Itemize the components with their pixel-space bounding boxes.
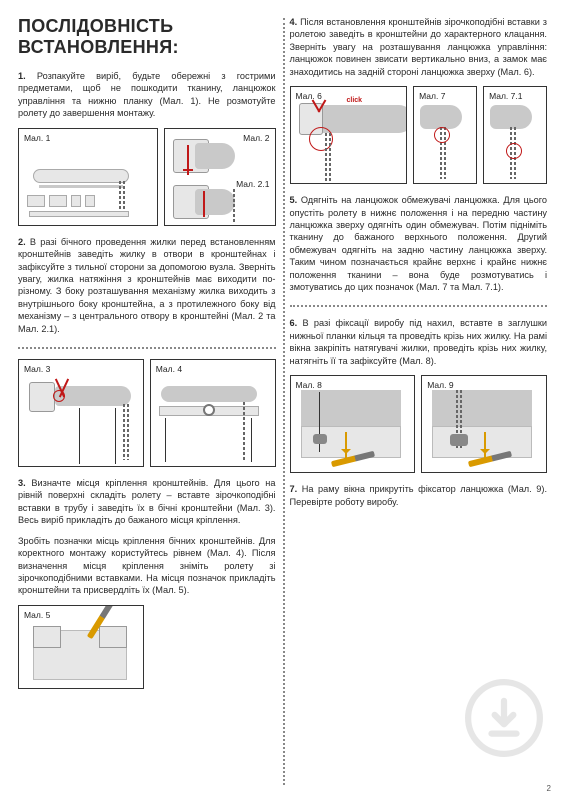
figure-3-label: Мал. 3 bbox=[24, 364, 50, 374]
fig-row-1-2: Мал. 1 Мал. 2 Мал. 2.1 bbox=[18, 128, 276, 226]
figure-5: Мал. 5 bbox=[18, 605, 144, 689]
figure-2-label: Мал. 2 bbox=[243, 133, 269, 143]
step-2-num: 2. bbox=[18, 237, 26, 247]
step-3-num: 3. bbox=[18, 478, 26, 488]
fig-row-8-9: Мал. 8 Мал. 9 bbox=[290, 375, 548, 473]
fig-row-5: Мал. 5 bbox=[18, 605, 276, 689]
figure-71: Мал. 7.1 bbox=[483, 86, 547, 184]
step-7-num: 7. bbox=[290, 484, 298, 494]
step-4-body: Після встановлення кронштейнів зірочкопо… bbox=[290, 17, 548, 77]
step-3a-text: 3. Визначте місця кріплення кронштейнів.… bbox=[18, 477, 276, 527]
page-title: ПОСЛІДОВНІСТЬ ВСТАНОВЛЕННЯ: bbox=[18, 16, 276, 58]
step-2-text: 2. В разі бічного проведення жилки перед… bbox=[18, 236, 276, 335]
fig-row-6-7: Мал. 6 click Мал. 7 bbox=[290, 86, 548, 184]
figure-6-label: Мал. 6 bbox=[296, 91, 322, 101]
step-5-num: 5. bbox=[290, 195, 298, 205]
figure-7: Мал. 7 bbox=[413, 86, 477, 184]
step-7-text: 7. На раму вікна прикрутіть фіксатор лан… bbox=[290, 483, 548, 508]
step-1-text: 1. Розпакуйте виріб, будьте обережні з г… bbox=[18, 70, 276, 120]
figure-9: Мал. 9 bbox=[421, 375, 547, 473]
step-4-text: 4. Після встановлення кронштейнів зірочк… bbox=[290, 16, 548, 78]
figure-3: Мал. 3 bbox=[18, 359, 144, 467]
page-number: 2 bbox=[547, 784, 551, 793]
step-2-body: В разі бічного проведення жилки перед вс… bbox=[18, 237, 276, 334]
step-1-body: Розпакуйте виріб, будьте обережні з гост… bbox=[18, 71, 276, 118]
figure-4: Мал. 4 bbox=[150, 359, 276, 467]
figure-71-label: Мал. 7.1 bbox=[489, 91, 522, 101]
left-column: ПОСЛІДОВНІСТЬ ВСТАНОВЛЕННЯ: 1. Розпакуйт… bbox=[18, 16, 276, 789]
step-6-text: 6. В разі фіксації виробу під нахил, вст… bbox=[290, 317, 548, 367]
figure-4-label: Мал. 4 bbox=[156, 364, 182, 374]
left-hdivider-1 bbox=[18, 347, 276, 349]
right-column: 4. Після встановлення кронштейнів зірочк… bbox=[290, 16, 548, 789]
figure-6: Мал. 6 click bbox=[290, 86, 408, 184]
step-3b-body: Зробіть позначки місць кріплення бічних … bbox=[18, 536, 276, 596]
step-5-body: Одягніть на ланцюжок обмежувачі ланцюжка… bbox=[290, 195, 548, 292]
figure-2: Мал. 2 Мал. 2.1 bbox=[164, 128, 276, 226]
step-4-num: 4. bbox=[290, 17, 298, 27]
right-hdivider-1 bbox=[290, 305, 548, 307]
fig-row-3-4: Мал. 3 Мал. 4 bbox=[18, 359, 276, 467]
watermark-icon bbox=[465, 679, 543, 757]
step-1-num: 1. bbox=[18, 71, 26, 81]
step-7-body: На раму вікна прикрутіть фіксатор ланцюж… bbox=[290, 484, 548, 506]
figure-1: Мал. 1 bbox=[18, 128, 158, 226]
figure-9-label: Мал. 9 bbox=[427, 380, 453, 390]
click-label: click bbox=[347, 97, 363, 104]
step-3a-body: Визначте місця кріплення кронштейнів. Дл… bbox=[18, 478, 276, 525]
step-5-text: 5. Одягніть на ланцюжок обмежувачі ланцю… bbox=[290, 194, 548, 293]
figure-1-label: Мал. 1 bbox=[24, 133, 50, 143]
figure-5-label: Мал. 5 bbox=[24, 610, 50, 620]
step-3b-text: Зробіть позначки місць кріплення бічних … bbox=[18, 535, 276, 597]
figure-7-label: Мал. 7 bbox=[419, 91, 445, 101]
step-6-num: 6. bbox=[290, 318, 298, 328]
figure-21-label: Мал. 2.1 bbox=[236, 179, 269, 189]
step-6-body: В разі фіксації виробу під нахил, вставт… bbox=[290, 318, 548, 365]
vertical-divider bbox=[283, 18, 285, 785]
figure-8-label: Мал. 8 bbox=[296, 380, 322, 390]
figure-8: Мал. 8 bbox=[290, 375, 416, 473]
